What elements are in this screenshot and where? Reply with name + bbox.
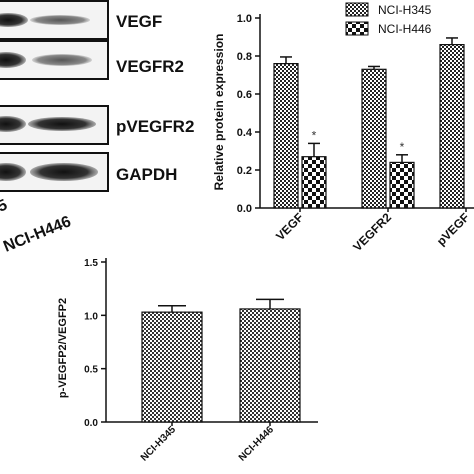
western-blot-panel: VEGF VEGFR2 pVEGFR2 GAPDH 5 NCI-H446 <box>0 0 194 256</box>
bar <box>439 43 465 209</box>
lane-label-2: NCI-H446 <box>1 213 73 255</box>
blot-band <box>32 54 92 66</box>
blot-label-vegfr2: VEGFR2 <box>116 57 184 76</box>
blot-band <box>28 117 96 131</box>
blot-band <box>0 163 26 181</box>
blot-band <box>30 15 90 25</box>
y-axis-label: p-VEGFP2/VEGFP2 <box>57 298 69 398</box>
y-axis-label: Relative protein expression <box>212 34 226 191</box>
y-tick-label: 0.5 <box>84 365 98 376</box>
blot-label-vegf: VEGF <box>116 12 162 31</box>
blot-band <box>0 13 28 27</box>
bar <box>389 161 415 209</box>
legend-swatch <box>345 21 369 36</box>
y-tick-label: 1.0 <box>237 13 252 25</box>
blot-row-pvegfr2-box <box>0 105 109 145</box>
blot-band <box>30 163 98 181</box>
x-tick-label: NCI-H446 <box>237 424 277 464</box>
y-tick-label: 0.0 <box>237 203 252 215</box>
bar <box>301 156 327 209</box>
legend-swatch <box>345 2 369 17</box>
significance-marker: * <box>312 128 317 142</box>
blot-band <box>0 116 26 132</box>
blot-label-gapdh: GAPDH <box>116 165 177 184</box>
y-tick-label: 0.8 <box>237 51 252 63</box>
bar <box>273 62 299 209</box>
blot-label-pvegfr2: pVEGFR2 <box>116 117 194 136</box>
y-tick-label: 0.0 <box>84 418 98 429</box>
x-tick-label: VEGF <box>273 210 306 243</box>
bar <box>239 308 301 423</box>
significance-marker: * <box>400 140 405 154</box>
y-tick-label: 1.0 <box>84 311 98 322</box>
y-tick-label: 0.2 <box>237 165 252 177</box>
legend: NCI-H345 NCI-H446 <box>345 2 432 36</box>
y-tick-label: 0.6 <box>237 89 252 101</box>
blot-row-gapdh-box <box>0 152 109 192</box>
chart-relative-expression: Relative protein expression 0.0 0.2 0.4 0.6… <box>212 2 474 254</box>
lane-label-1: 5 <box>0 197 10 216</box>
blot-row-vegf <box>0 0 109 40</box>
x-tick-label: NCI-H345 <box>139 424 179 464</box>
chart-pvegfr2-ratio: p-VEGFP2/VEGFP2 0.0 0.5 1.0 1.5 NCI-H345 NCI-… <box>57 258 318 464</box>
x-tick-label: VEGFR2 <box>350 210 394 254</box>
y-tick-label: 1.5 <box>84 258 98 269</box>
legend-label: NCI-H345 <box>378 3 432 17</box>
x-tick-label: pVEGF <box>434 210 472 248</box>
blot-band <box>0 52 26 68</box>
y-tick-label: 0.4 <box>237 127 253 139</box>
bar <box>141 311 203 423</box>
bar <box>361 68 387 209</box>
blot-row-vegfr2-box <box>0 40 109 80</box>
legend-label: NCI-H446 <box>378 22 432 36</box>
